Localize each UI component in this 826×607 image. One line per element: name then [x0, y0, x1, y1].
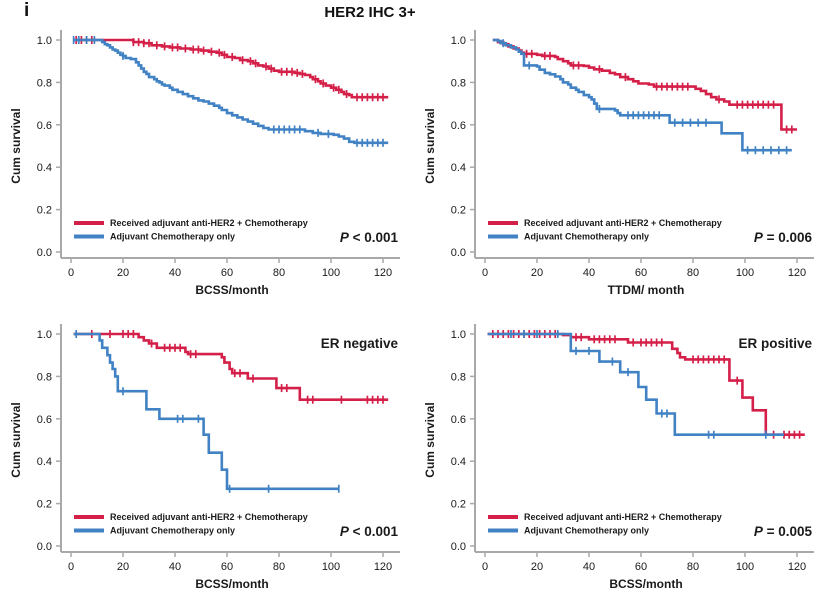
legend-label-control: Adjuvant Chemotherapy only — [524, 232, 649, 242]
legend-label-treated: Received adjuvant anti-HER2 + Chemothera… — [110, 512, 308, 522]
y-axis-title: Cum survival — [9, 402, 23, 477]
x-tick-label: 60 — [221, 561, 233, 573]
legend-label-control: Adjuvant Chemotherapy only — [524, 526, 649, 536]
y-tick-label: 0.4 — [37, 456, 52, 468]
y-tick-label: 0.4 — [451, 456, 466, 468]
survival-curve-treated — [73, 38, 389, 99]
y-tick-label: 0.6 — [37, 120, 52, 132]
x-tick-label: 100 — [736, 561, 754, 573]
p-value: P < 0.001 — [340, 524, 399, 539]
legend-label-treated: Received adjuvant anti-HER2 + Chemothera… — [524, 218, 722, 228]
legend-label-control: Adjuvant Chemotherapy only — [110, 526, 235, 536]
x-tick-label: 20 — [531, 267, 543, 279]
x-tick-label: 0 — [68, 267, 74, 279]
legend-label-treated: Received adjuvant anti-HER2 + Chemothera… — [110, 218, 308, 228]
er-status-annotation: ER positive — [738, 336, 812, 351]
x-tick-label: 40 — [583, 561, 595, 573]
legend-label-control: Adjuvant Chemotherapy only — [110, 232, 235, 242]
x-tick-label: 60 — [221, 267, 233, 279]
y-tick-label: 0.6 — [451, 414, 466, 426]
x-tick-label: 120 — [374, 561, 392, 573]
y-tick-label: 0.4 — [451, 162, 466, 174]
p-value: P = 0.005 — [754, 524, 813, 539]
x-tick-label: 80 — [273, 561, 285, 573]
x-axis-title: BCSS/month — [195, 283, 268, 297]
y-tick-label: 0.8 — [37, 77, 52, 89]
survival-curve-control — [487, 332, 784, 436]
survival-curve-control — [492, 38, 792, 152]
x-tick-label: 100 — [322, 561, 340, 573]
y-tick-label: 0.0 — [37, 247, 52, 259]
survival-curve-treated — [73, 332, 389, 401]
y-tick-label: 0.0 — [37, 541, 52, 553]
x-tick-label: 120 — [374, 267, 392, 279]
x-tick-label: 100 — [736, 267, 754, 279]
y-axis-title: Cum survival — [423, 108, 437, 183]
x-tick-label: 60 — [635, 561, 647, 573]
axis-lines — [474, 324, 814, 553]
y-tick-label: 0.4 — [37, 162, 52, 174]
x-tick-label: 40 — [169, 561, 181, 573]
km-panel-bottom-right: 0.0 0.2 0.4 0.6 0.8 1.0 0 20 40 60 80 100 120 BCSS/mo… — [423, 324, 814, 591]
x-tick-label: 0 — [68, 561, 74, 573]
x-tick-label: 80 — [273, 267, 285, 279]
x-tick-label: 60 — [635, 267, 647, 279]
panel-letter: i — [24, 0, 30, 21]
x-tick-label: 20 — [117, 561, 129, 573]
y-tick-label: 0.2 — [451, 205, 466, 217]
axis-lines — [474, 30, 814, 259]
y-axis-title: Cum survival — [423, 402, 437, 477]
x-tick-label: 40 — [583, 267, 595, 279]
x-tick-label: 0 — [482, 267, 488, 279]
y-tick-label: 1.0 — [37, 329, 52, 341]
x-tick-label: 40 — [169, 267, 181, 279]
y-tick-label: 1.0 — [37, 35, 52, 47]
km-panel-top-right: 0.0 0.2 0.4 0.6 0.8 1.0 0 20 40 60 80 100 120 TTDM/ m… — [423, 30, 814, 297]
p-value: P = 0.006 — [754, 230, 813, 245]
x-tick-label: 100 — [322, 267, 340, 279]
y-tick-label: 0.2 — [37, 499, 52, 511]
y-tick-label: 0.0 — [451, 541, 466, 553]
y-tick-label: 0.0 — [451, 247, 466, 259]
x-axis-title: BCSS/month — [609, 577, 682, 591]
x-axis-title: TTDM/ month — [608, 283, 685, 297]
y-tick-label: 0.6 — [451, 120, 466, 132]
x-tick-label: 120 — [788, 267, 806, 279]
y-tick-label: 0.6 — [37, 414, 52, 426]
er-status-annotation: ER negative — [321, 336, 399, 351]
y-tick-label: 1.0 — [451, 35, 466, 47]
y-tick-label: 1.0 — [451, 329, 466, 341]
y-tick-label: 0.2 — [37, 205, 52, 217]
y-tick-label: 0.8 — [451, 77, 466, 89]
axis-lines — [60, 324, 400, 553]
figure-title: HER2 IHC 3+ — [324, 4, 416, 21]
survival-curve-control — [73, 332, 339, 491]
survival-curve-treated — [487, 332, 805, 436]
y-axis-title: Cum survival — [9, 108, 23, 183]
y-tick-label: 0.8 — [451, 371, 466, 383]
x-tick-label: 20 — [531, 561, 543, 573]
x-tick-label: 20 — [117, 267, 129, 279]
km-panel-top-left: 0.0 0.2 0.4 0.6 0.8 1.0 0 20 40 60 80 100 120 BCSS/mo… — [9, 30, 400, 297]
x-tick-label: 0 — [482, 561, 488, 573]
y-tick-label: 0.8 — [37, 371, 52, 383]
axis-lines — [60, 30, 400, 259]
legend-label-treated: Received adjuvant anti-HER2 + Chemothera… — [524, 512, 722, 522]
y-tick-label: 0.2 — [451, 499, 466, 511]
x-tick-label: 80 — [687, 561, 699, 573]
km-panel-bottom-left: 0.0 0.2 0.4 0.6 0.8 1.0 0 20 40 60 80 100 120 BCSS/mo… — [9, 324, 400, 591]
p-value: P < 0.001 — [340, 230, 399, 245]
x-tick-label: 120 — [788, 561, 806, 573]
x-tick-label: 80 — [687, 267, 699, 279]
x-axis-title: BCSS/month — [195, 577, 268, 591]
